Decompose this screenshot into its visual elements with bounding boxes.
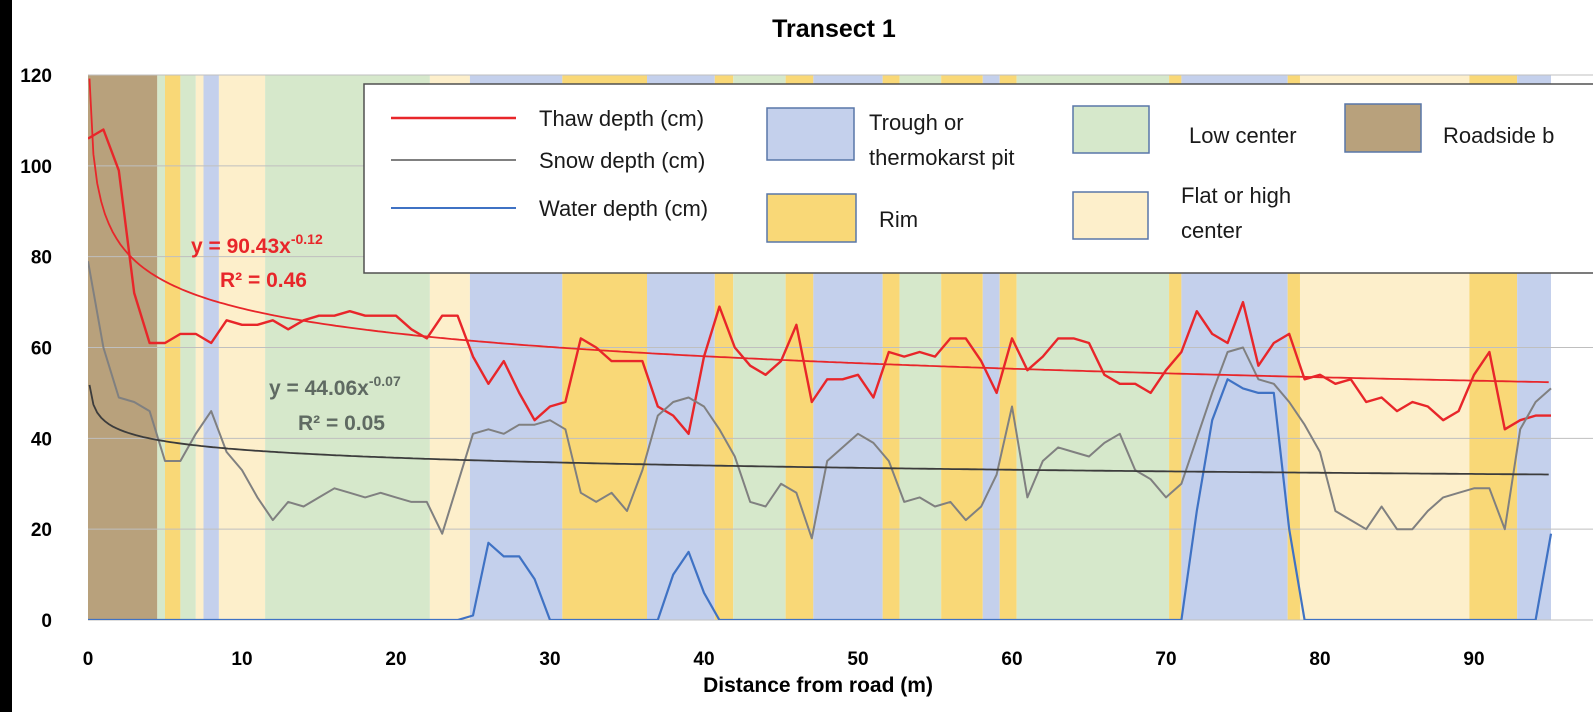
series-lines xyxy=(88,78,1553,620)
svg-text:y = 90.43x-0.12: y = 90.43x-0.12 xyxy=(191,231,323,258)
legend-trough-label-1: Trough or xyxy=(869,110,964,135)
legend-flat-high-label-1: Flat or high xyxy=(1181,183,1291,208)
chart-frame: Transect 1 0 20 40 60 80 100 120 0 10 20 30 40 50 60… xyxy=(12,0,1593,712)
y-tick-0: 0 xyxy=(41,611,52,632)
thaw-depth-line xyxy=(88,128,1551,435)
legend-flat-high-label-2: center xyxy=(1181,218,1242,243)
y-tick-20: 20 xyxy=(31,520,52,541)
x-tick-90: 90 xyxy=(1463,649,1484,670)
transect-chart: Transect 1 0 20 40 60 80 100 120 0 10 20 30 40 50 60… xyxy=(20,15,1593,697)
y-tick-labels: 0 20 40 60 80 100 120 xyxy=(20,66,52,632)
snow-depth-line xyxy=(88,261,1552,540)
legend-flat-high-swatch xyxy=(1072,191,1149,240)
thaw-trend-r2: R² = 0.46 xyxy=(220,269,307,292)
x-axis-label: Distance from road (m) xyxy=(703,674,933,697)
snow-trend-r2: R² = 0.05 xyxy=(298,412,385,435)
legend-snow-label: Snow depth (cm) xyxy=(539,148,705,173)
snow-trend-formula: y = 44.06x xyxy=(269,377,369,400)
chart-title: Transect 1 xyxy=(772,15,896,43)
y-tick-60: 60 xyxy=(31,339,52,360)
x-tick-40: 40 xyxy=(693,649,714,670)
y-tick-100: 100 xyxy=(20,157,52,178)
y-tick-40: 40 xyxy=(31,429,52,450)
x-tick-50: 50 xyxy=(847,649,868,670)
legend-low-center-swatch xyxy=(1072,105,1150,154)
legend-trough-swatch xyxy=(766,107,855,161)
y-tick-120: 120 xyxy=(20,66,52,87)
thaw-trend-equation: y = 90.43x-0.12 R² = 0.46 xyxy=(191,231,323,292)
x-tick-0: 0 xyxy=(83,649,94,670)
x-tick-20: 20 xyxy=(385,649,406,670)
legend-roadside-swatch xyxy=(1344,103,1422,153)
legend-roadside-label: Roadside b xyxy=(1443,123,1554,148)
legend-low-center-label: Low center xyxy=(1189,123,1297,148)
x-tick-30: 30 xyxy=(539,649,560,670)
thaw-trend-formula: y = 90.43x xyxy=(191,235,291,258)
legend: Thaw depth (cm) Snow depth (cm) Water de… xyxy=(363,83,1593,274)
thaw-trend-exponent: -0.12 xyxy=(291,231,323,247)
trend-thawline xyxy=(88,78,1549,384)
y-tick-80: 80 xyxy=(31,248,52,269)
snow-trend-exponent: -0.07 xyxy=(369,373,401,389)
legend-thaw-label: Thaw depth (cm) xyxy=(539,106,704,131)
x-tick-80: 80 xyxy=(1309,649,1330,670)
legend-rim-label: Rim xyxy=(879,207,918,232)
x-tick-10: 10 xyxy=(231,649,252,670)
legend-water-label: Water depth (cm) xyxy=(539,196,708,221)
trend-snowline xyxy=(88,384,1549,476)
x-tick-labels: 0 10 20 30 40 50 60 70 80 90 xyxy=(83,649,1485,670)
legend-trough-label-2: thermokarst pit xyxy=(869,145,1015,170)
x-tick-60: 60 xyxy=(1001,649,1022,670)
snow-trend-equation: y = 44.06x-0.07 R² = 0.05 xyxy=(269,373,401,435)
x-tick-70: 70 xyxy=(1155,649,1176,670)
legend-rim-swatch xyxy=(766,193,857,243)
svg-text:y = 44.06x-0.07: y = 44.06x-0.07 xyxy=(269,373,401,400)
